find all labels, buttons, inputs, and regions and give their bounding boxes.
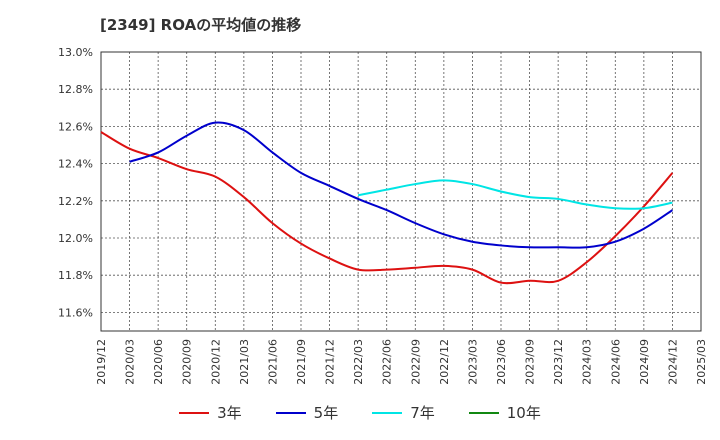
y-tick-label: 13.0% [58, 46, 93, 59]
x-tick-label: 2024/12 [666, 339, 679, 385]
legend-item: 7年 [372, 402, 435, 423]
legend-item: 5年 [275, 402, 339, 423]
line-chart: 11.6% 11.8% 12.0% 12.2% 12.4% 12.6% 12.8% 13.0%… [58, 46, 708, 385]
x-tick-label: 2024/03 [581, 339, 594, 385]
x-tick-label: 2022/12 [438, 339, 451, 385]
x-tick-label: 2020/09 [181, 339, 194, 385]
x-tick-label: 2023/12 [552, 339, 565, 385]
legend-item: 3年 [179, 402, 242, 423]
series-lines [100, 121, 674, 285]
y-tick-label: 12.4% [58, 158, 93, 171]
y-tick-labels: 11.6% 11.8% 12.0% 12.2% 12.4% 12.6% 12.8% 13.0% [58, 46, 93, 319]
series-line-5年 [129, 121, 673, 249]
x-tick-label: 2022/03 [352, 339, 365, 385]
x-tick-label: 2023/03 [466, 339, 479, 385]
x-tick-label: 2021/03 [238, 339, 251, 385]
x-tick-label: 2020/03 [124, 339, 137, 385]
x-tick-label: 2022/09 [409, 339, 422, 385]
y-tick-label: 12.8% [58, 83, 93, 96]
legend-swatch [179, 411, 210, 414]
legend-label: 10年 [506, 404, 541, 422]
x-tick-label: 2020/12 [209, 339, 222, 385]
x-tick-labels: 2019/12 2020/03 2020/06 2020/09 2020/12 2021/… [95, 339, 708, 385]
x-tick-label: 2022/06 [381, 339, 394, 385]
legend-swatch [468, 411, 499, 414]
x-tick-label: 2024/09 [638, 339, 651, 385]
series-line-7年 [357, 179, 673, 210]
y-tick-label: 11.6% [58, 306, 93, 319]
x-tick-label: 2021/06 [266, 339, 279, 385]
legend-label: 5年 [313, 404, 339, 422]
x-tick-label: 2025/03 [695, 339, 708, 385]
legend-swatch [275, 411, 306, 414]
y-tick-label: 12.2% [58, 195, 93, 208]
legend: 3年 5年 7年 10年 [0, 402, 720, 423]
x-tick-label: 2024/06 [609, 339, 622, 385]
x-tick-label: 2023/09 [524, 339, 537, 385]
legend-label: 3年 [217, 404, 242, 422]
grid [100, 51, 702, 331]
chart-title: [2349] ROAの平均値の推移 [100, 16, 302, 34]
x-tick-label: 2021/12 [324, 339, 337, 385]
x-tick-label: 2023/06 [495, 339, 508, 385]
y-tick-label: 11.8% [58, 269, 93, 282]
x-tick-label: 2020/06 [152, 339, 165, 385]
x-tick-label: 2019/12 [95, 339, 108, 385]
y-tick-label: 12.6% [58, 120, 93, 133]
plot-border [100, 51, 702, 332]
y-tick-label: 12.0% [58, 232, 93, 245]
legend-swatch [372, 411, 403, 414]
legend-label: 7年 [410, 404, 435, 422]
legend-item: 10年 [468, 402, 541, 423]
series-line-3年 [100, 131, 674, 285]
axes [100, 51, 702, 332]
x-tick-label: 2021/09 [295, 339, 308, 385]
